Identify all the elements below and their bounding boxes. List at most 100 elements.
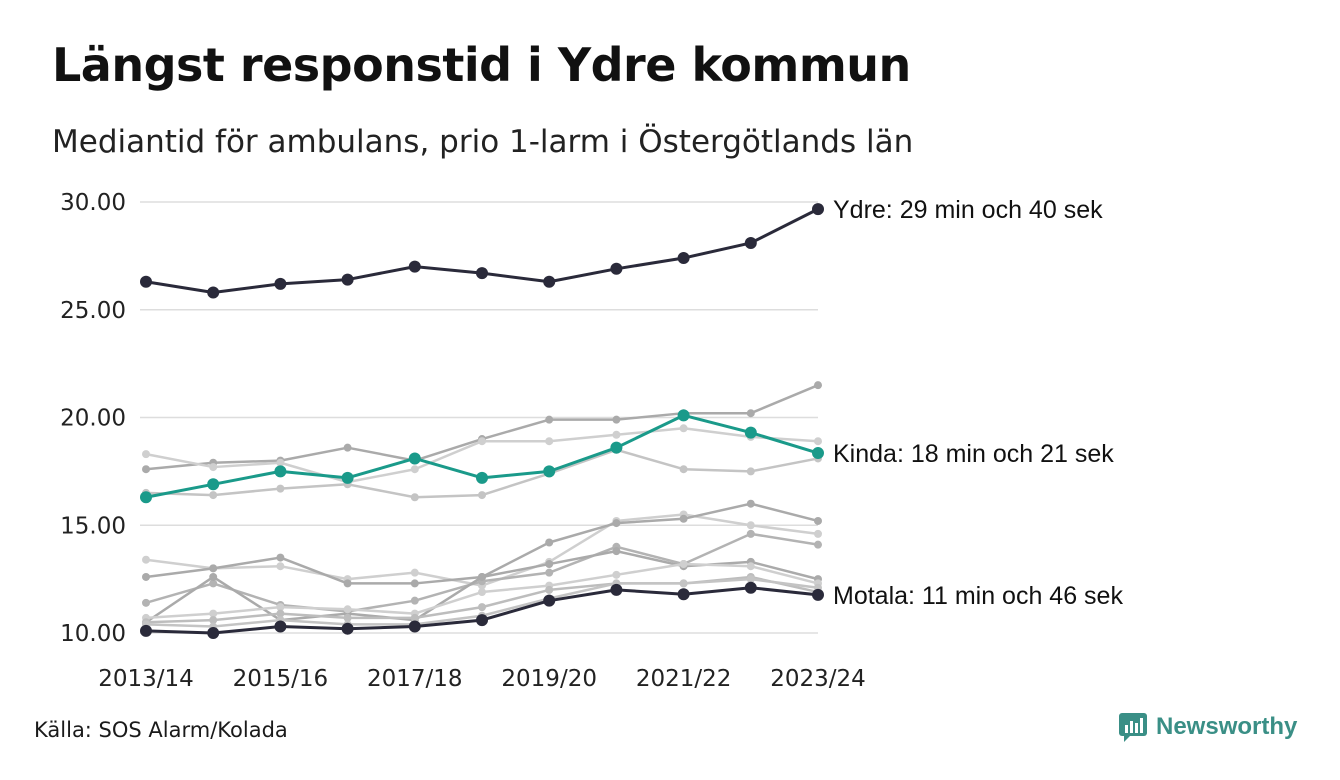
- data-point: [476, 614, 488, 627]
- newsworthy-logo-icon: [1119, 713, 1147, 742]
- data-point: [341, 471, 354, 484]
- data-point: [612, 415, 621, 424]
- data-point: [209, 609, 218, 618]
- data-point: [343, 605, 352, 614]
- data-point: [612, 519, 621, 528]
- data-point: [679, 465, 688, 474]
- series-background: [142, 424, 822, 487]
- data-point: [209, 579, 218, 588]
- brand-name: Newsworthy: [1156, 713, 1298, 740]
- data-point: [679, 579, 688, 588]
- data-point: [341, 622, 354, 635]
- data-point: [276, 553, 285, 562]
- data-point: [545, 437, 554, 446]
- x-tick-label: 2017/18: [367, 666, 463, 692]
- data-point: [746, 499, 755, 508]
- data-point: [545, 568, 554, 577]
- y-tick-label: 10.00: [60, 621, 126, 647]
- data-point: [814, 540, 822, 549]
- data-point: [679, 514, 688, 523]
- data-point: [343, 443, 352, 452]
- series-ydre: [140, 203, 824, 299]
- x-tick-label: 2015/16: [233, 666, 329, 692]
- series-label-kinda: Kinda: 18 min och 21 sek: [833, 440, 1114, 468]
- series-line: [145, 384, 819, 471]
- data-point: [274, 277, 287, 290]
- data-point: [612, 570, 621, 579]
- gridlines: [140, 201, 818, 634]
- data-point: [276, 562, 285, 571]
- data-point: [410, 493, 419, 502]
- data-point: [209, 564, 218, 573]
- data-point: [410, 596, 419, 605]
- chart-subtitle: Mediantid för ambulans, prio 1-larm i Ös…: [52, 124, 914, 160]
- data-point: [677, 252, 690, 265]
- data-point: [410, 568, 419, 577]
- series-motala: [140, 581, 824, 639]
- data-point: [545, 560, 554, 569]
- data-point: [410, 579, 419, 588]
- data-point: [812, 203, 824, 216]
- data-point: [679, 560, 688, 569]
- data-point: [142, 450, 150, 459]
- series-label-ydre: Ydre: 29 min och 40 sek: [833, 196, 1103, 224]
- data-point: [478, 437, 486, 446]
- series-kinda: [140, 409, 824, 504]
- data-point: [207, 478, 220, 491]
- chart-title: Längst responstid i Ydre kommun: [52, 38, 911, 92]
- series-labels: Ydre: 29 min och 40 sek Kinda: 18 min och…: [833, 196, 1123, 610]
- data-point: [207, 286, 220, 299]
- data-point: [543, 465, 556, 478]
- data-point: [612, 430, 621, 439]
- data-point: [746, 467, 755, 476]
- x-tick-label: 2019/20: [501, 666, 597, 692]
- data-point: [140, 624, 152, 637]
- data-point: [142, 555, 150, 564]
- data-point: [677, 409, 690, 422]
- data-point: [677, 588, 690, 601]
- y-tick-label: 25.00: [60, 298, 126, 324]
- data-point: [814, 516, 822, 525]
- data-point: [746, 521, 755, 530]
- data-point: [814, 529, 822, 538]
- series-background: [142, 560, 822, 622]
- data-point: [274, 465, 287, 478]
- data-point: [814, 381, 822, 390]
- data-point: [343, 613, 352, 622]
- data-point: [207, 627, 220, 639]
- data-point: [545, 415, 554, 424]
- data-point: [276, 484, 285, 493]
- data-point: [410, 465, 419, 474]
- data-point: [478, 491, 486, 500]
- data-point: [140, 275, 152, 288]
- data-point: [610, 583, 623, 596]
- data-point: [746, 575, 755, 584]
- data-point: [410, 613, 419, 622]
- series-line: [145, 207, 819, 295]
- data-point: [744, 581, 757, 594]
- data-point: [274, 620, 287, 633]
- data-point: [610, 262, 623, 275]
- data-point: [478, 572, 486, 581]
- data-point: [343, 579, 352, 588]
- series-background: [142, 381, 822, 474]
- data-point: [478, 603, 486, 612]
- highlight-series: [140, 203, 824, 639]
- x-tick-label: 2013/14: [98, 666, 194, 692]
- x-axis-ticks: 2013/14 2015/16 2017/18 2019/20 2021/22 2023/…: [98, 666, 866, 692]
- brand-logo[interactable]: Newsworthy: [1118, 712, 1297, 742]
- data-point: [142, 598, 150, 607]
- data-point: [140, 491, 152, 504]
- data-point: [341, 273, 354, 286]
- data-point: [476, 267, 488, 280]
- data-point: [209, 491, 218, 500]
- source-note: Källa: SOS Alarm/Kolada: [34, 718, 288, 742]
- data-point: [478, 588, 486, 597]
- data-point: [746, 562, 755, 571]
- data-point: [746, 529, 755, 538]
- data-point: [408, 260, 421, 273]
- x-tick-label: 2023/24: [770, 666, 866, 692]
- data-point: [209, 463, 218, 472]
- data-point: [610, 441, 623, 454]
